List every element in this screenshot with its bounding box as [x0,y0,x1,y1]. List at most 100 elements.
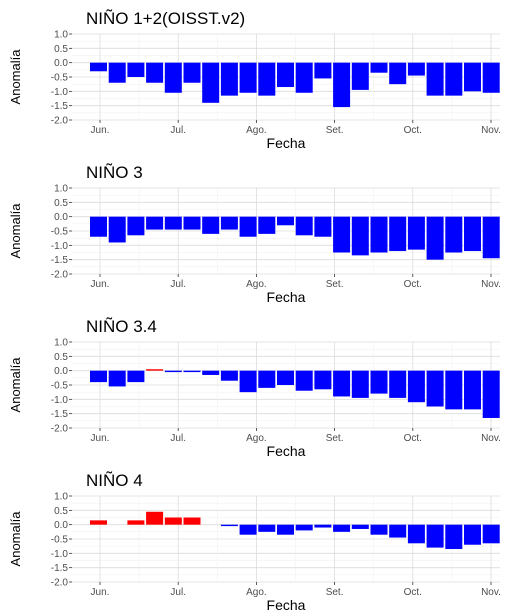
x-axis-label: Fecha [267,597,306,613]
anomaly-bar [258,524,276,532]
anomaly-bar [351,216,369,256]
y-tick-label: -1.5 [51,563,69,574]
anomaly-bar [146,216,164,230]
anomaly-bar [333,524,351,532]
anomaly-bar [482,216,500,259]
anomaly-bar [482,524,500,544]
anomaly-bar [370,524,388,535]
anomaly-bar [127,62,145,77]
anomaly-bar [464,216,481,252]
x-tick-label: Set. [326,433,344,444]
anomaly-bar [183,370,201,373]
y-tick-label: -0.5 [51,535,69,546]
x-tick-label: Jun. [91,433,110,444]
y-tick-label: -1.0 [51,549,69,560]
x-tick-label: Jul. [170,125,186,136]
x-tick-label: Ago. [246,587,267,598]
anomaly-bar [239,62,257,93]
anomaly-bar [333,216,351,253]
anomaly-bar [108,62,126,83]
y-tick-label: -1.0 [51,87,69,98]
anomaly-bar [202,62,220,103]
anomaly-bar [258,370,276,388]
anomaly-bar [351,370,369,398]
anomaly-bar [108,370,126,387]
anomaly-bar [407,216,425,250]
anomaly-bar [220,370,238,381]
anomaly-bar [426,62,444,96]
x-tick-label: Set. [326,125,344,136]
anomaly-bar [314,62,332,79]
chart-svg: NIÑO 4 1.0 0.5 0.0 -0.5 -1.0 -1.5 -2.0 Jun. Jul. A… [8,471,501,613]
x-tick-label: Jun. [91,587,110,598]
y-tick-label: -0.5 [51,73,69,84]
y-tick-label: 0.0 [54,212,68,223]
chart-panel: NIÑO 3.4 1.0 0.5 0.0 -0.5 -1.0 -1.5 -2.0 Jun. Jul… [0,308,511,462]
anomaly-bar [146,62,164,83]
anomaly-bar [389,216,407,252]
anomaly-bar [183,517,201,525]
anomaly-bar [370,216,388,253]
y-tick-label: 0.5 [54,352,68,363]
y-tick-label: 0.0 [54,58,68,69]
anomaly-bar [164,517,182,525]
anomaly-bar [333,370,351,397]
y-tick-label: -1.5 [51,101,69,112]
anomaly-bar [183,62,201,83]
x-tick-label: Oct. [404,587,422,598]
chart-panel: NIÑO 4 1.0 0.5 0.0 -0.5 -1.0 -1.5 -2.0 Jun. Jul. A… [0,462,511,616]
anomaly-bar [295,370,313,391]
y-tick-label: -1.0 [51,241,69,252]
anomaly-bar [464,370,481,410]
y-axis-label: Anomalía [8,511,23,567]
x-axis-label: Fecha [267,289,306,305]
anomaly-bar [464,524,481,545]
anomaly-bar [220,524,238,527]
chart-svg: NIÑO 1+2(OISST.v2) 1.0 0.5 0.0 -0.5 -1.0 -1.5 -… [8,9,501,151]
anomaly-bar [127,520,145,525]
x-tick-label: Nov. [481,125,501,136]
anomaly-bar [445,62,463,96]
anomaly-bar [90,216,107,237]
chart-title: NIÑO 4 [86,471,143,490]
anomaly-bar [370,370,388,394]
anomaly-bar [202,370,220,375]
anomaly-bar [407,62,425,76]
x-tick-label: Ago. [246,279,267,290]
anomaly-bar [258,216,276,234]
anomaly-bar [239,524,257,535]
anomaly-bar [220,62,238,96]
anomaly-bar [127,216,145,236]
anomaly-bar [277,216,294,226]
anomaly-bar [146,511,164,525]
x-tick-label: Oct. [404,433,422,444]
chart-panel: NIÑO 3 1.0 0.5 0.0 -0.5 -1.0 -1.5 -2.0 Jun. Jul. A… [0,154,511,308]
y-tick-label: 1.0 [54,30,68,41]
anomaly-bar [464,62,481,92]
chart-title: NIÑO 1+2(OISST.v2) [86,9,245,28]
anomaly-bar [407,370,425,403]
anomaly-bar [482,370,500,418]
anomaly-bar [277,370,294,385]
x-tick-label: Oct. [404,125,422,136]
x-tick-label: Jul. [170,587,186,598]
y-axis-label: Anomalía [8,357,23,413]
anomaly-bar [258,62,276,96]
anomaly-bar [277,524,294,535]
anomaly-bar [333,62,351,108]
anomaly-bar [295,62,313,93]
anomaly-bar [90,62,107,72]
chart-title: NIÑO 3 [86,163,143,182]
y-tick-label: 0.0 [54,520,68,531]
y-tick-label: -2.0 [51,578,69,589]
x-tick-label: Jun. [91,125,110,136]
anomaly-bar [314,370,332,390]
anomaly-bar [277,62,294,88]
anomaly-bar [351,524,369,529]
chart-svg: NIÑO 3 1.0 0.5 0.0 -0.5 -1.0 -1.5 -2.0 Jun. Jul. A… [8,163,501,305]
x-tick-label: Jul. [170,433,186,444]
x-tick-label: Nov. [481,279,501,290]
chart-panel: NIÑO 1+2(OISST.v2) 1.0 0.5 0.0 -0.5 -1.0 -1.5 -… [0,0,511,154]
y-tick-label: 1.0 [54,184,68,195]
